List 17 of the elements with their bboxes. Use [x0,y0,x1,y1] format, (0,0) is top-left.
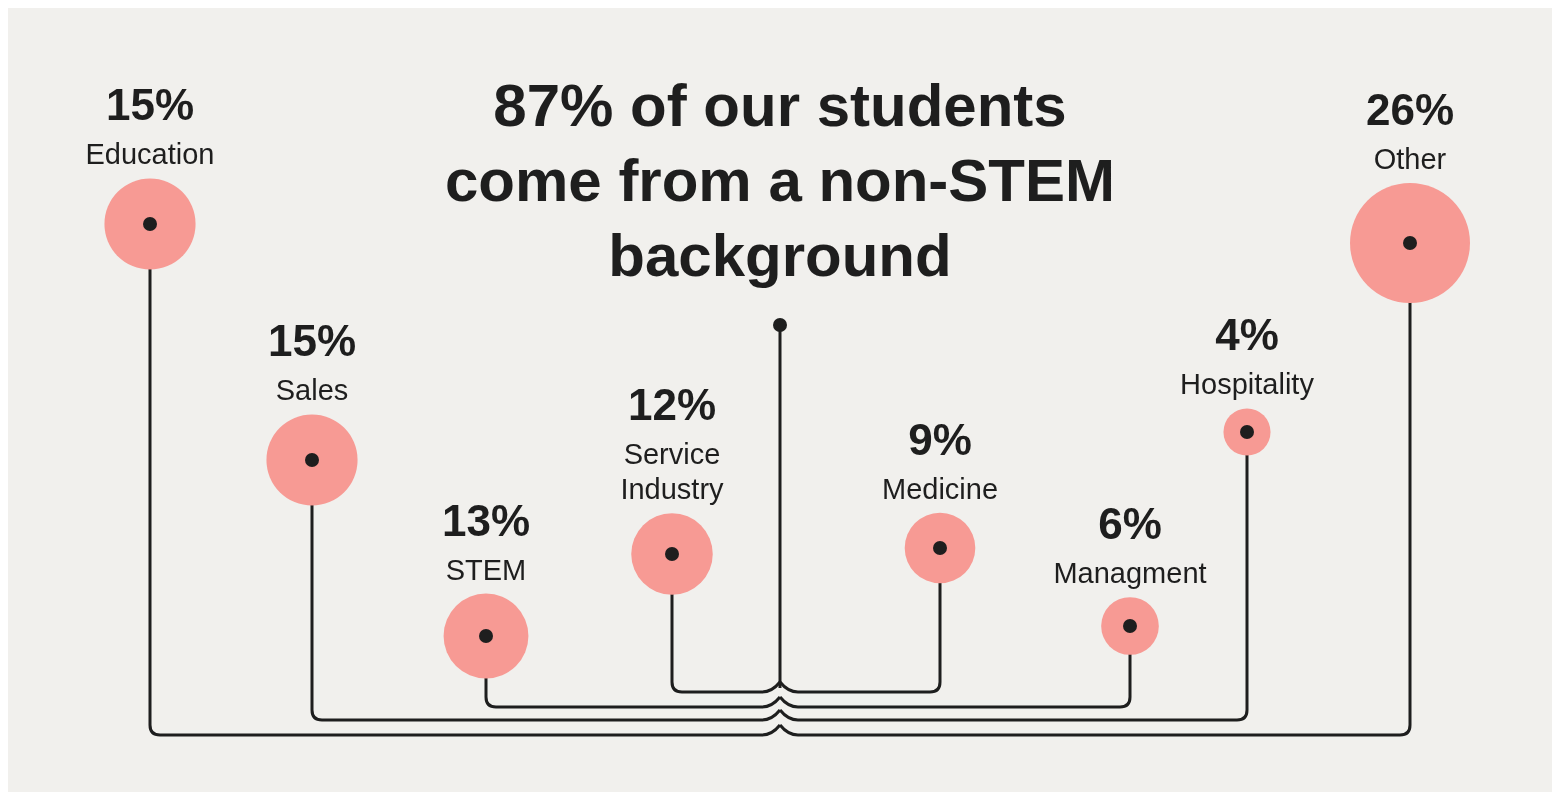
category-label: Service Industry [620,438,725,506]
category-label: Managment [1053,557,1207,590]
category-label: Medicine [881,472,999,505]
data-label: 9% [908,414,972,464]
category-label: Other [1373,143,1447,175]
category-label: STEM [445,553,527,586]
text: 87% of our students come from a non-STEM background [444,72,1116,289]
category-label: Education [85,138,215,171]
data-label: 12% [627,380,717,430]
data-label: 13% [441,495,531,545]
data-label: 26% [1365,85,1455,134]
category-label: Hospitality [1180,368,1315,401]
data-label: 15% [105,80,195,130]
category-label: Sales [275,374,349,407]
data-label: 15% [267,316,357,366]
data-label: 4% [1215,310,1279,360]
data-label: 6% [1098,499,1162,549]
